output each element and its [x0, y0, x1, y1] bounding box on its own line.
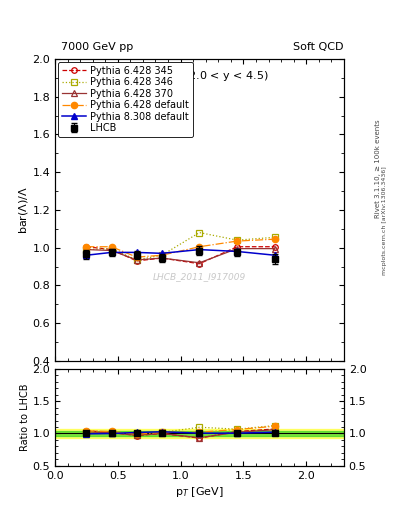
Pythia 6.428 346 — [272, 234, 277, 240]
Pythia 8.308 default — [197, 246, 202, 252]
Line: Pythia 8.308 default: Pythia 8.308 default — [83, 246, 278, 259]
Line: Pythia 6.428 370: Pythia 6.428 370 — [84, 246, 277, 266]
Pythia 6.428 345 — [160, 255, 164, 261]
Pythia 6.428 345 — [272, 244, 277, 250]
Pythia 6.428 345 — [84, 244, 89, 250]
Text: $\bar{\Lambda}/\Lambda$ vs p$_T$ (2.0 < y < 4.5): $\bar{\Lambda}/\Lambda$ vs p$_T$ (2.0 < … — [130, 68, 269, 84]
Pythia 6.428 346 — [109, 246, 114, 252]
Bar — [55, 431, 344, 436]
Legend: Pythia 6.428 345, Pythia 6.428 346, Pythia 6.428 370, Pythia 6.428 default, Pyth: Pythia 6.428 345, Pythia 6.428 346, Pyth… — [58, 62, 193, 137]
Text: mcplots.cern.ch [arXiv:1306.3436]: mcplots.cern.ch [arXiv:1306.3436] — [382, 166, 387, 274]
Pythia 6.428 default — [160, 252, 164, 259]
Text: Rivet 3.1.10, ≥ 100k events: Rivet 3.1.10, ≥ 100k events — [375, 120, 381, 218]
Pythia 8.308 default — [84, 252, 89, 259]
Pythia 6.428 345 — [235, 244, 239, 250]
Pythia 6.428 345 — [197, 261, 202, 267]
Pythia 6.428 default — [109, 244, 114, 250]
Pythia 6.428 370 — [235, 246, 239, 252]
Pythia 6.428 default — [84, 244, 89, 250]
Pythia 6.428 346 — [235, 237, 239, 243]
Pythia 8.308 default — [134, 249, 139, 255]
Pythia 6.428 370 — [272, 246, 277, 252]
Y-axis label: Ratio to LHCB: Ratio to LHCB — [20, 383, 29, 451]
Pythia 6.428 345 — [109, 246, 114, 252]
Pythia 6.428 370 — [160, 255, 164, 261]
Pythia 8.308 default — [160, 250, 164, 257]
Pythia 6.428 default — [272, 236, 277, 242]
Pythia 6.428 default — [134, 254, 139, 260]
Pythia 6.428 370 — [109, 247, 114, 253]
Pythia 6.428 370 — [197, 260, 202, 266]
Line: Pythia 6.428 345: Pythia 6.428 345 — [84, 244, 277, 267]
Pythia 8.308 default — [109, 249, 114, 255]
Pythia 6.428 370 — [84, 246, 89, 252]
Pythia 6.428 default — [235, 238, 239, 244]
X-axis label: p$_T$ [GeV]: p$_T$ [GeV] — [175, 485, 224, 499]
Pythia 8.308 default — [235, 248, 239, 254]
Line: Pythia 6.428 346: Pythia 6.428 346 — [84, 230, 277, 263]
Pythia 6.428 default — [197, 244, 202, 250]
Pythia 6.428 346 — [160, 252, 164, 259]
Text: LHCB_2011_I917009: LHCB_2011_I917009 — [153, 272, 246, 281]
Pythia 6.428 346 — [84, 246, 89, 252]
Bar — [55, 429, 344, 438]
Pythia 6.428 370 — [134, 257, 139, 263]
Y-axis label: bar($\Lambda$)/$\Lambda$: bar($\Lambda$)/$\Lambda$ — [17, 186, 29, 234]
Line: Pythia 6.428 default: Pythia 6.428 default — [83, 236, 278, 260]
Pythia 6.428 346 — [197, 229, 202, 236]
Text: 7000 GeV pp: 7000 GeV pp — [61, 42, 133, 52]
Pythia 8.308 default — [272, 252, 277, 259]
Pythia 6.428 346 — [134, 257, 139, 263]
Text: Soft QCD: Soft QCD — [294, 42, 344, 52]
Pythia 6.428 345 — [134, 258, 139, 264]
